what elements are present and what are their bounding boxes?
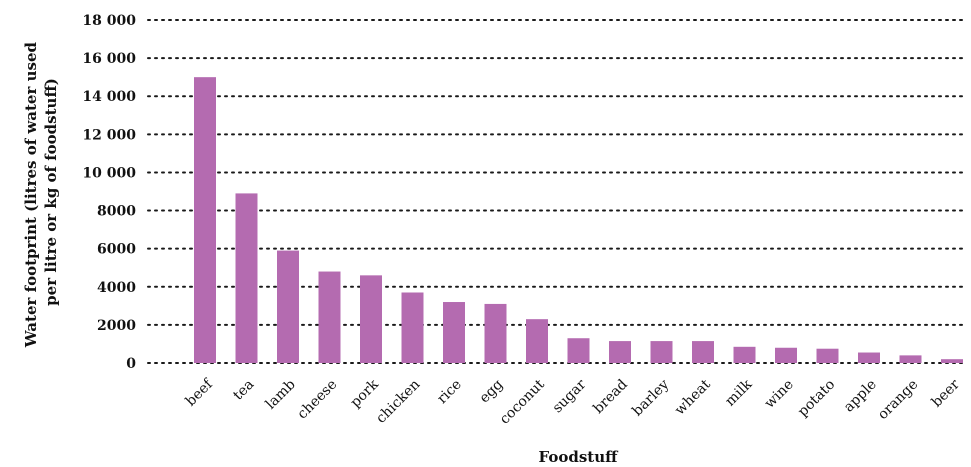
y-axis-title-line-2: per litre or kg of foodstuff)	[42, 78, 60, 306]
bar-apple	[858, 352, 880, 363]
bar-barley	[650, 341, 673, 363]
bar-sugar	[567, 338, 590, 363]
x-tick-label-bread: bread	[590, 376, 631, 417]
y-tick-label: 16 000	[82, 51, 136, 67]
x-tick-label-beer: beer	[929, 376, 963, 410]
y-tick-label: 2000	[97, 318, 136, 334]
y-tick-label: 10 000	[82, 165, 136, 181]
bar-wine	[775, 347, 797, 363]
y-tick-labels: 0 2000 4000 6000 8000 10 000 12 000 14 000 16 00…	[82, 13, 136, 372]
y-tick-label: 4000	[97, 280, 136, 296]
bar-beef	[194, 77, 216, 364]
bar-bread	[609, 341, 631, 363]
bar-milk	[733, 346, 756, 363]
x-tick-label-egg: egg	[476, 376, 506, 406]
bar-egg	[484, 303, 507, 363]
x-axis-title: Foodstuff	[539, 448, 620, 466]
bars	[194, 77, 963, 364]
x-tick-label-coconut: coconut	[497, 376, 548, 427]
bar-chicken	[401, 292, 424, 363]
y-tick-label: 0	[126, 356, 136, 372]
x-tick-label-milk: milk	[722, 376, 755, 409]
bar-wheat	[692, 341, 714, 363]
bar-coconut	[526, 319, 548, 363]
y-gridlines	[147, 19, 967, 364]
y-tick-label: 12 000	[82, 127, 136, 143]
x-tick-label-sugar: sugar	[550, 376, 590, 416]
x-tick-label-barley: barley	[629, 376, 672, 419]
bar-lamb	[277, 250, 299, 363]
bar-cheese	[318, 271, 341, 363]
y-tick-label: 6000	[97, 242, 136, 258]
x-tick-label-apple: apple	[841, 377, 880, 416]
y-axis-title-line-1: Water footprint (litres of water used	[22, 42, 40, 349]
x-tick-label-beef: beef	[183, 375, 217, 409]
bar-orange	[899, 355, 922, 363]
x-tick-label-pork: pork	[347, 376, 382, 411]
y-tick-label: 14 000	[82, 89, 136, 105]
x-tick-label-tea: tea	[230, 377, 257, 404]
x-tick-label-lamb: lamb	[263, 376, 299, 412]
x-tick-label-rice: rice	[434, 377, 465, 408]
bar-pork	[360, 275, 382, 363]
y-tick-label: 18 000	[82, 13, 136, 29]
x-tick-label-chicken: chicken	[373, 377, 423, 427]
y-tick-label: 8000	[97, 204, 136, 220]
y-axis-title: Water footprint (litres of water used pe…	[22, 37, 60, 348]
x-tick-label-potato: potato	[795, 377, 838, 420]
x-tick-label-cheese: cheese	[294, 377, 340, 423]
bar-rice	[443, 302, 465, 363]
bar-beer	[941, 359, 963, 363]
bar-potato	[816, 348, 839, 363]
x-tick-label-wheat: wheat	[672, 376, 714, 418]
x-tick-label-orange: orange	[875, 377, 921, 423]
bar-tea	[235, 193, 258, 363]
x-tick-label-wine: wine	[762, 377, 797, 412]
